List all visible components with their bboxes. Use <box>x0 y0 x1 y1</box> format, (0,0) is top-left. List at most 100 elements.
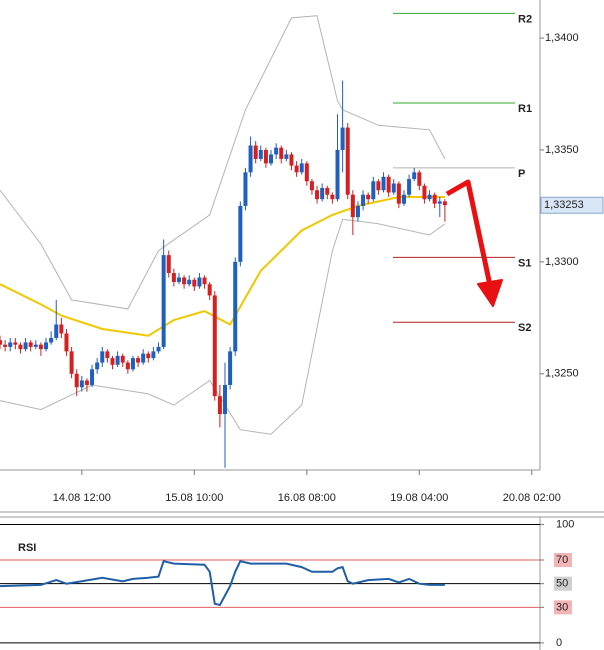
candle-body <box>243 172 248 206</box>
candle-body <box>412 172 417 180</box>
candle-body <box>192 279 197 287</box>
candle-body <box>233 261 238 352</box>
x-tick-label: 16.08 08:00 <box>278 492 336 504</box>
candle-body <box>176 277 181 282</box>
candle-body <box>69 351 74 374</box>
candle-body <box>269 154 274 164</box>
candle-body <box>289 154 294 166</box>
candle-body <box>79 380 84 388</box>
candle-body <box>156 346 161 352</box>
candle-body <box>228 351 233 385</box>
candle-body <box>238 205 243 262</box>
candle-body <box>151 351 156 359</box>
candle-body <box>197 277 202 287</box>
pivot-label: R1 <box>518 103 532 115</box>
y-tick-label: 0 <box>556 637 562 649</box>
candle-body <box>335 149 340 200</box>
x-tick-label: 14.08 12:00 <box>53 492 111 504</box>
candle-body <box>18 344 23 350</box>
candle-body <box>371 181 376 200</box>
candle-body <box>258 149 263 159</box>
candle-body <box>361 194 366 206</box>
candle-body <box>284 154 289 159</box>
candle-body <box>304 163 309 182</box>
candle-body <box>355 205 360 218</box>
candle-body <box>340 127 345 150</box>
candle-body <box>223 384 227 415</box>
series-line <box>0 218 446 435</box>
candle-body <box>345 127 350 195</box>
candle-body <box>3 344 8 347</box>
candle-body <box>253 145 258 159</box>
candle-body <box>38 344 43 350</box>
candle-body <box>391 183 396 193</box>
candle-body <box>44 342 49 350</box>
candle-body <box>166 255 171 274</box>
candle-body <box>33 344 38 347</box>
candle-body <box>432 194 437 204</box>
candle-body <box>130 358 135 370</box>
y-tick-label: 1,3400 <box>545 32 579 44</box>
candle-body <box>207 284 212 296</box>
candle-body <box>141 353 146 363</box>
x-tick-label: 19.08 04:00 <box>390 492 448 504</box>
candle-body <box>376 181 381 191</box>
candle-body <box>54 324 59 338</box>
y-tick-background <box>554 600 572 615</box>
candle-body <box>115 355 120 365</box>
candle-body <box>100 351 105 363</box>
candle-body <box>90 369 95 385</box>
candle-body <box>279 147 284 159</box>
pivot-label: P <box>518 168 525 180</box>
candle-body <box>136 358 141 363</box>
candle-body <box>161 255 166 347</box>
y-tick-label: 1,3250 <box>545 368 579 380</box>
y-tick-background <box>554 576 572 591</box>
candle-body <box>274 147 279 155</box>
candle-body <box>187 279 192 285</box>
y-tick-label: 1,3300 <box>545 256 579 268</box>
pivot-label: S1 <box>518 257 531 269</box>
forecast-arrow-head <box>477 279 503 307</box>
series-line <box>0 15 446 310</box>
candle-body <box>315 190 320 200</box>
candle-body <box>396 183 401 204</box>
candle-body <box>74 373 79 388</box>
y-tick-label: 70 <box>556 554 568 566</box>
candle-body <box>64 333 69 352</box>
candle-body <box>28 342 33 347</box>
candle-body <box>299 163 304 173</box>
candle-body <box>248 145 253 173</box>
candle-body <box>325 188 330 195</box>
candle-body <box>59 324 64 334</box>
candle-body <box>23 342 28 350</box>
forecast-arrow <box>445 179 494 291</box>
y-tick-label: 1,3350 <box>545 144 579 156</box>
candle-body <box>0 340 2 345</box>
candle-body <box>146 353 151 359</box>
pivot-label: R2 <box>518 13 532 25</box>
candle-body <box>422 185 427 200</box>
y-tick-label: 100 <box>556 518 574 530</box>
candle-body <box>182 277 187 285</box>
candle-body <box>401 194 406 204</box>
last-price-label: 1,33253 <box>544 199 584 211</box>
candle-body <box>330 194 335 200</box>
rsi-title: RSI <box>18 542 36 554</box>
x-tick-label: 15.08 10:00 <box>165 492 223 504</box>
candle-body <box>407 179 412 195</box>
candle-body <box>309 181 314 191</box>
y-tick-background <box>554 553 572 567</box>
candle-body <box>417 172 422 186</box>
candle-body <box>105 351 110 359</box>
y-tick-label: 30 <box>556 601 568 613</box>
candle-body <box>381 176 386 191</box>
candle-body <box>84 380 89 385</box>
candle-body <box>202 277 207 285</box>
last-price-marker <box>540 196 604 214</box>
candle-body <box>8 342 13 347</box>
x-tick-label: 20.08 02:00 <box>503 492 561 504</box>
candle-body <box>386 176 391 193</box>
